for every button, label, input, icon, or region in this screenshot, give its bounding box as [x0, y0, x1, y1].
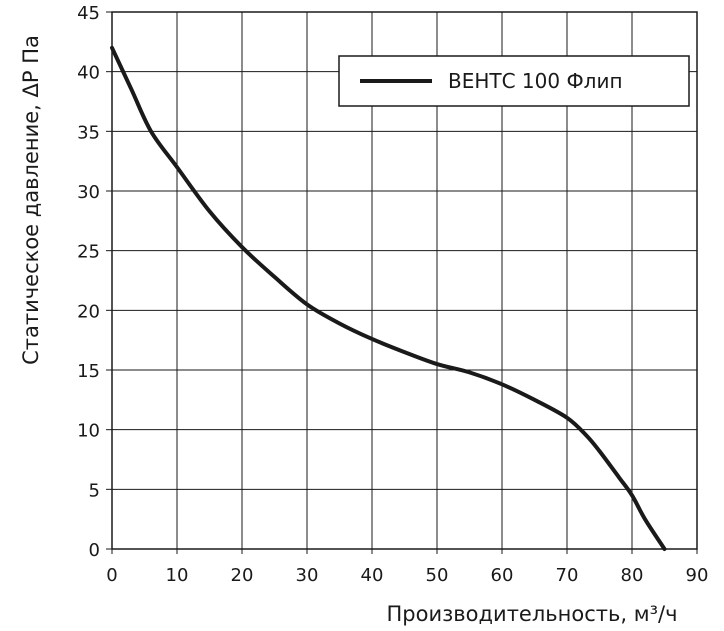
- x-axis-label: Производительность, м³/ч: [387, 602, 678, 626]
- x-tick-labels: 0 10 20 30 40 50 60 70 80 90: [106, 565, 708, 586]
- x-tick-label: 60: [491, 565, 514, 586]
- plot-frame: [106, 11, 698, 554]
- y-tick-label: 30: [77, 182, 100, 203]
- x-tick-label: 20: [231, 565, 254, 586]
- x-tick-label: 0: [106, 565, 117, 586]
- y-tick-label: 0: [89, 540, 100, 561]
- x-tick-label: 50: [426, 565, 449, 586]
- x-tick-label: 30: [296, 565, 319, 586]
- y-tick-label: 35: [77, 122, 100, 143]
- y-tick-label: 25: [77, 242, 100, 263]
- y-tick-label: 40: [77, 63, 100, 84]
- x-tick-label: 70: [556, 565, 579, 586]
- x-tick-label: 10: [166, 565, 189, 586]
- y-tick-labels: 0 5 10 15 20 25 30 35 40 45: [77, 3, 100, 561]
- y-tick-label: 45: [77, 3, 100, 24]
- y-tick-label: 5: [89, 480, 100, 501]
- y-tick-label: 15: [77, 361, 100, 382]
- legend: ВЕНТС 100 Флип: [338, 55, 690, 107]
- series-line: [110, 45, 667, 551]
- x-tick-label: 40: [361, 565, 384, 586]
- legend-label: ВЕНТС 100 Флип: [448, 69, 623, 93]
- y-tick-label: 20: [77, 301, 100, 322]
- y-tick-label: 10: [77, 421, 100, 442]
- y-axis-label: Статическое давление, ΔP Па: [19, 35, 43, 365]
- plot-border: [111, 11, 698, 550]
- x-tick-label: 90: [686, 565, 709, 586]
- x-tick-label: 80: [621, 565, 644, 586]
- series-lines: [110, 45, 667, 551]
